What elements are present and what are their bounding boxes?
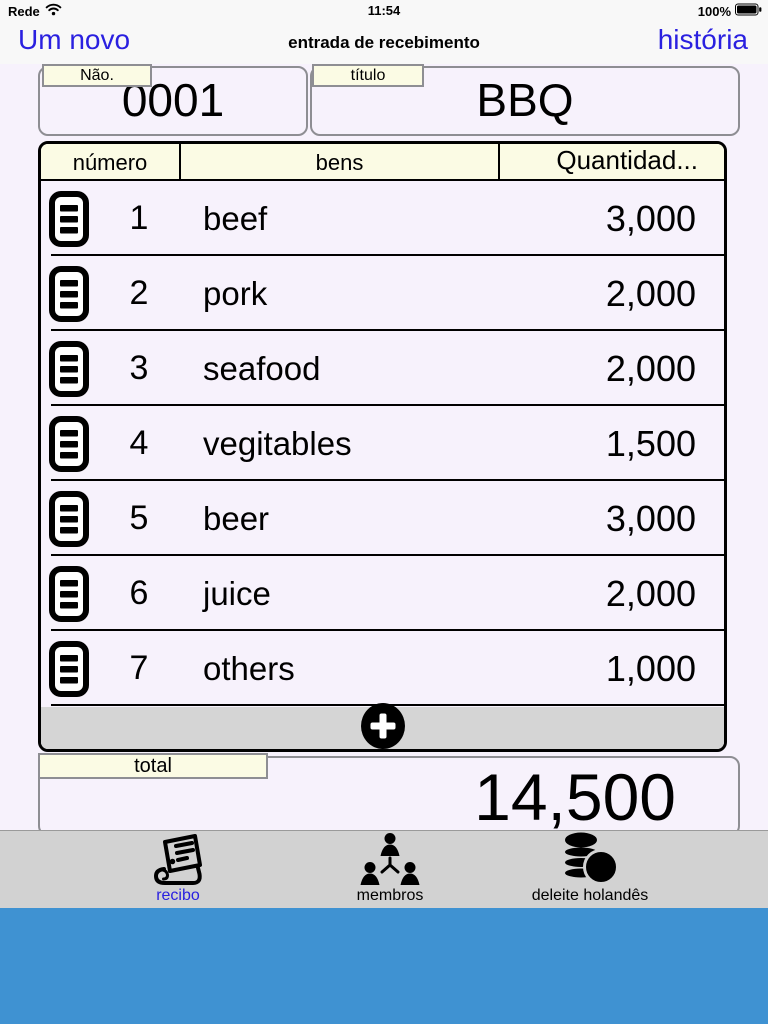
carrier-area: Rede — [8, 3, 62, 19]
receipt-no-label: Não. — [42, 64, 152, 87]
item-number: 4 — [129, 424, 149, 462]
status-bar: Rede 11:54 100% — [0, 0, 768, 22]
title-field[interactable]: BBQ — [310, 66, 740, 136]
table-row[interactable]: 3 seafood 2,000 — [41, 331, 724, 406]
tab-members[interactable]: membros — [295, 832, 485, 905]
header-number: número — [41, 144, 181, 179]
item-name: others — [203, 649, 295, 687]
item-name: vegitables — [203, 424, 352, 462]
table-row[interactable]: 5 beer 3,000 — [41, 481, 724, 556]
item-quantity: 3,000 — [605, 497, 696, 539]
list-item-icon — [49, 415, 89, 472]
title-label: título — [312, 64, 424, 87]
history-button[interactable]: história — [657, 24, 748, 55]
table-row[interactable]: 6 juice 2,000 — [41, 556, 724, 631]
header-goods: bens — [181, 144, 500, 179]
battery-percent: 100% — [697, 3, 731, 19]
tab-bar: recibo — [0, 830, 768, 908]
item-number: 7 — [129, 649, 149, 687]
item-quantity: 2,000 — [605, 272, 696, 314]
item-name: pork — [203, 274, 268, 312]
tab-receipt-label: recibo — [156, 887, 200, 904]
item-number: 6 — [129, 574, 149, 612]
plus-icon — [360, 703, 405, 749]
item-name: seafood — [203, 349, 321, 387]
tab-receipt[interactable]: recibo — [83, 832, 273, 905]
footer-blue-area — [0, 908, 768, 1024]
coins-icon — [495, 832, 685, 887]
item-number: 5 — [129, 499, 149, 537]
item-quantity: 3,000 — [605, 197, 696, 239]
item-number: 1 — [129, 199, 149, 237]
item-quantity: 2,000 — [605, 572, 696, 614]
table-row[interactable]: 1 beef 3,000 — [41, 181, 724, 256]
battery-icon — [735, 3, 762, 19]
table-row[interactable]: 7 others 1,000 — [41, 631, 724, 706]
header-quantity: Quantidad... — [556, 145, 698, 175]
list-item-icon — [49, 640, 89, 697]
item-quantity: 1,000 — [605, 647, 696, 689]
page-title: entrada de recebimento — [288, 33, 480, 52]
wifi-icon — [45, 3, 62, 19]
list-item-icon — [49, 565, 89, 622]
clock: 11:54 — [367, 3, 401, 18]
table-row[interactable]: 4 vegitables 1,500 — [41, 406, 724, 481]
item-number: 3 — [129, 349, 149, 387]
list-item-icon — [49, 490, 89, 547]
tab-dutch-treat-label: deleite holandês — [531, 887, 649, 904]
tab-dutch-treat[interactable]: deleite holandês — [495, 832, 685, 905]
title-value: BBQ — [476, 74, 574, 126]
nav-bar: Um novo entrada de recebimento história — [0, 22, 768, 64]
carrier-label: Rede — [8, 3, 40, 19]
item-name: beef — [203, 199, 268, 237]
items-table: número bens Quantidad... 1 beef 3,000 2 … — [38, 141, 727, 752]
total-field: 14,500 — [38, 756, 740, 836]
list-item-icon — [49, 340, 89, 397]
item-name: juice — [203, 574, 271, 612]
table-header-row: número bens Quantidad... — [41, 144, 724, 181]
add-item-button[interactable] — [360, 702, 406, 749]
item-number: 2 — [129, 274, 149, 312]
total-value: 14,500 — [474, 760, 676, 834]
list-item-icon — [49, 265, 89, 322]
item-name: beer — [203, 499, 270, 537]
item-quantity: 2,000 — [605, 347, 696, 389]
item-quantity: 1,500 — [605, 422, 696, 464]
battery-area: 100% — [698, 3, 762, 19]
total-label: total — [38, 753, 268, 779]
receipt-icon — [83, 832, 273, 887]
new-receipt-button[interactable]: Um novo — [18, 24, 131, 55]
list-item-icon — [49, 190, 89, 247]
tab-members-label: membros — [356, 887, 424, 904]
add-item-row — [41, 703, 724, 749]
table-row[interactable]: 2 pork 2,000 — [41, 256, 724, 331]
members-icon — [295, 832, 485, 887]
